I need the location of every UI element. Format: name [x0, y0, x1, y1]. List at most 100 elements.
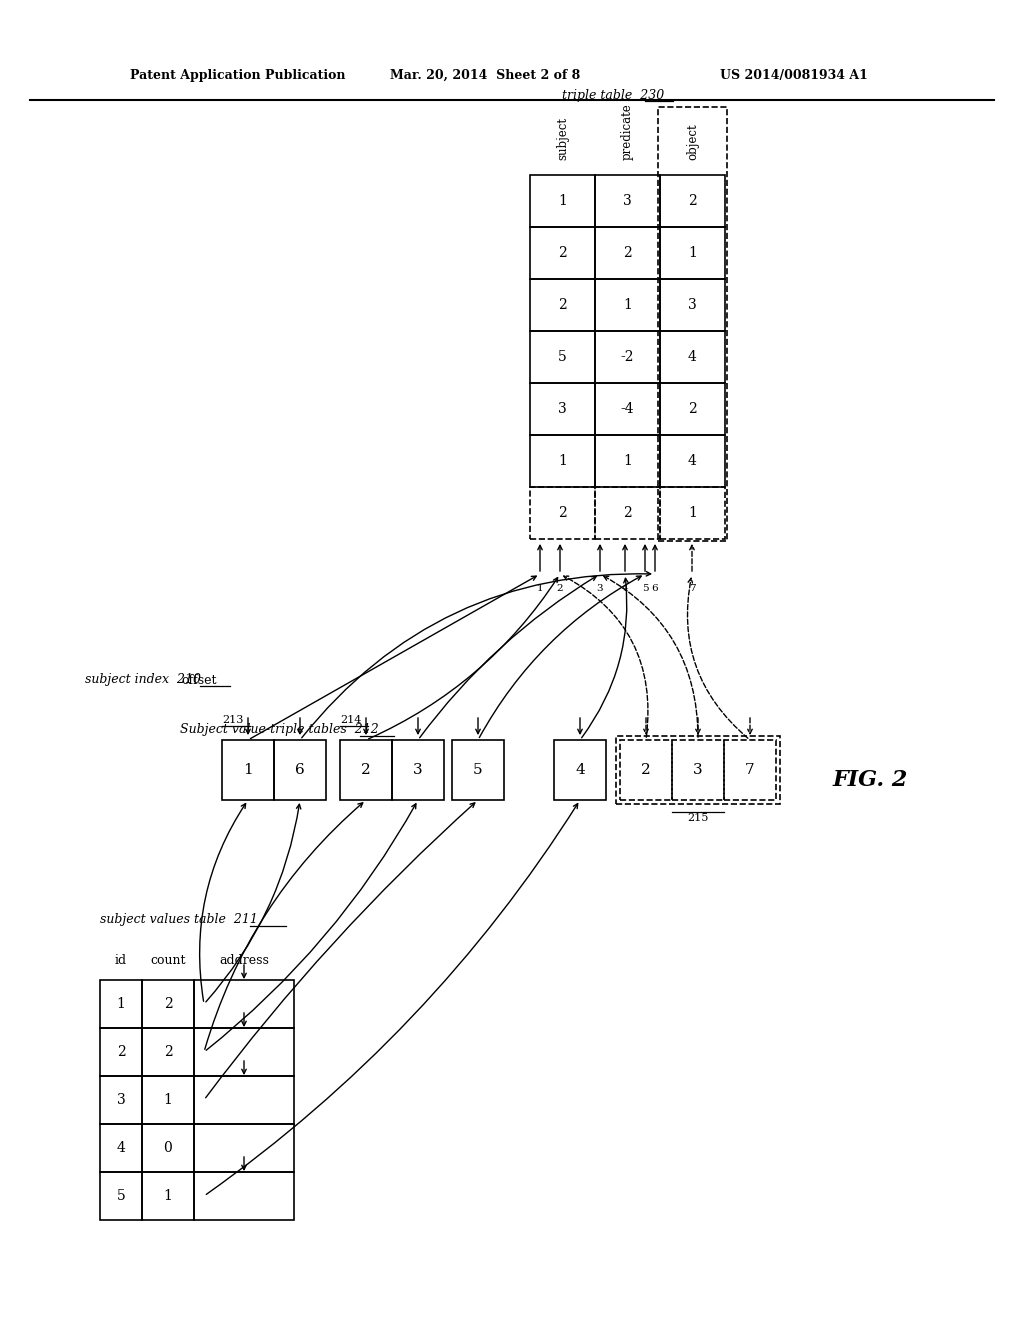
Text: 3: 3 — [117, 1093, 125, 1107]
Text: 7: 7 — [689, 583, 695, 593]
Text: 2: 2 — [557, 583, 563, 593]
Text: 1: 1 — [117, 997, 125, 1011]
Text: 2: 2 — [558, 246, 567, 260]
Bar — [142, 1076, 194, 1125]
Bar — [660, 279, 725, 331]
Text: subject: subject — [556, 117, 569, 160]
Text: 4: 4 — [117, 1140, 125, 1155]
Bar — [595, 227, 660, 279]
Text: 1: 1 — [164, 1189, 172, 1203]
Text: US 2014/0081934 A1: US 2014/0081934 A1 — [720, 69, 868, 82]
Text: 2: 2 — [641, 763, 651, 777]
Text: 2: 2 — [117, 1045, 125, 1059]
Text: 1: 1 — [243, 763, 253, 777]
Bar — [100, 1076, 142, 1125]
Text: 215: 215 — [687, 813, 709, 822]
Bar — [530, 176, 595, 227]
Bar — [616, 737, 780, 804]
Text: 1: 1 — [558, 454, 567, 469]
Text: Patent Application Publication: Patent Application Publication — [130, 69, 345, 82]
Text: 2: 2 — [558, 298, 567, 312]
Text: 5: 5 — [117, 1189, 125, 1203]
Text: 2: 2 — [164, 1045, 172, 1059]
Bar — [100, 979, 142, 1028]
Text: 2: 2 — [624, 246, 632, 260]
Text: 213: 213 — [222, 715, 244, 725]
Text: triple table  230: triple table 230 — [562, 88, 665, 102]
Text: 3: 3 — [597, 583, 603, 593]
Text: address: address — [219, 953, 269, 966]
Bar — [142, 1125, 194, 1172]
Bar — [194, 979, 294, 1028]
Text: 3: 3 — [558, 403, 567, 416]
Bar — [100, 1125, 142, 1172]
Bar — [672, 741, 724, 800]
Bar — [595, 383, 660, 436]
Text: Subject value-triple tables  212: Subject value-triple tables 212 — [180, 723, 379, 737]
Bar — [222, 741, 274, 800]
Text: FIG. 2: FIG. 2 — [833, 770, 907, 791]
Text: 3: 3 — [414, 763, 423, 777]
Text: 3: 3 — [688, 298, 697, 312]
Text: 1: 1 — [164, 1093, 172, 1107]
Bar — [660, 436, 725, 487]
Text: count: count — [151, 953, 185, 966]
Bar — [660, 176, 725, 227]
Text: id: id — [115, 953, 127, 966]
Text: 7: 7 — [745, 763, 755, 777]
Text: 2: 2 — [688, 403, 697, 416]
Text: Mar. 20, 2014  Sheet 2 of 8: Mar. 20, 2014 Sheet 2 of 8 — [390, 69, 581, 82]
Bar — [660, 331, 725, 383]
Bar — [194, 1028, 294, 1076]
Text: 1: 1 — [623, 298, 632, 312]
Bar — [530, 436, 595, 487]
Bar — [595, 487, 660, 539]
Bar — [194, 1125, 294, 1172]
Bar — [620, 741, 672, 800]
Bar — [392, 741, 444, 800]
Text: 1: 1 — [623, 454, 632, 469]
Bar — [530, 279, 595, 331]
Text: 4: 4 — [575, 763, 585, 777]
Text: 5: 5 — [473, 763, 482, 777]
Text: 6: 6 — [295, 763, 305, 777]
Bar — [530, 331, 595, 383]
Text: 6: 6 — [651, 583, 658, 593]
Bar — [142, 1028, 194, 1076]
Text: 3: 3 — [693, 763, 702, 777]
Bar — [340, 741, 392, 800]
Bar — [660, 487, 725, 539]
Text: 4: 4 — [688, 454, 697, 469]
Bar — [554, 741, 606, 800]
Text: subject values table  211: subject values table 211 — [100, 913, 258, 927]
Text: object: object — [686, 123, 699, 160]
Text: offset: offset — [181, 673, 217, 686]
Bar — [660, 383, 725, 436]
Text: 1: 1 — [558, 194, 567, 209]
Bar — [530, 227, 595, 279]
Bar — [194, 1076, 294, 1125]
Text: 2: 2 — [624, 506, 632, 520]
Bar — [100, 1028, 142, 1076]
Bar — [452, 741, 504, 800]
Bar — [274, 741, 326, 800]
Text: 1: 1 — [537, 583, 544, 593]
Bar — [658, 107, 727, 541]
Text: predicate: predicate — [621, 103, 634, 160]
Bar — [660, 227, 725, 279]
Bar — [142, 1172, 194, 1220]
Bar — [724, 741, 776, 800]
Text: 5: 5 — [642, 583, 648, 593]
Bar — [595, 436, 660, 487]
Bar — [595, 331, 660, 383]
Text: 0: 0 — [164, 1140, 172, 1155]
Bar — [595, 176, 660, 227]
Text: 214: 214 — [340, 715, 361, 725]
Bar — [100, 1172, 142, 1220]
Text: 1: 1 — [688, 246, 697, 260]
Bar — [142, 979, 194, 1028]
Bar — [530, 487, 595, 539]
Text: -4: -4 — [621, 403, 634, 416]
Text: 3: 3 — [624, 194, 632, 209]
Text: 5: 5 — [558, 350, 567, 364]
